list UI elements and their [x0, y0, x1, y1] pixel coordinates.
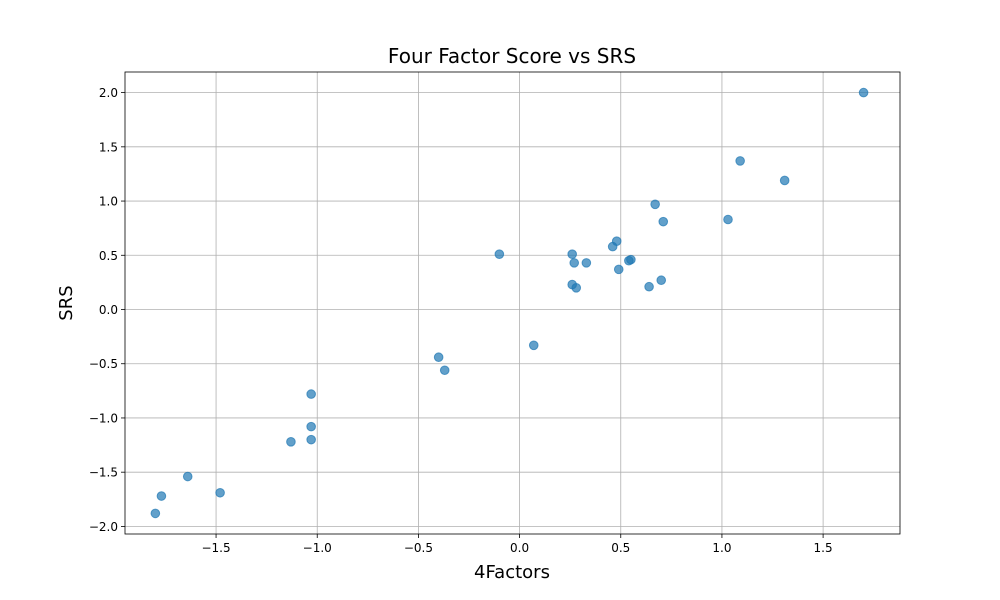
data-point — [150, 508, 161, 519]
data-point — [644, 281, 654, 292]
data-point — [433, 352, 444, 363]
data-point — [567, 249, 577, 259]
y-tick-label: −2.0 — [89, 520, 118, 534]
data-point — [439, 365, 450, 376]
data-point — [306, 434, 316, 445]
y-tick-label: 1.0 — [99, 195, 118, 209]
y-tick-label: 0.5 — [99, 249, 118, 263]
data-point — [286, 437, 296, 447]
plot-frame — [124, 71, 901, 535]
data-point — [494, 249, 505, 259]
data-point — [658, 216, 669, 227]
data-point — [613, 264, 624, 275]
data-point — [656, 275, 667, 286]
data-point — [779, 175, 790, 186]
x-tick-label: 0.0 — [510, 541, 529, 555]
chart-title: Four Factor Score vs SRS — [388, 44, 636, 68]
y-tick-label: 0.0 — [99, 303, 118, 317]
y-tick-label: 2.0 — [99, 86, 118, 100]
data-point — [306, 421, 316, 432]
data-point — [215, 487, 225, 498]
x-tick-label: −0.5 — [404, 541, 433, 555]
data-point — [306, 389, 316, 399]
x-tick-label: 1.5 — [814, 541, 833, 555]
data-point — [571, 283, 582, 293]
grid — [125, 72, 900, 534]
y-tick-label: −1.0 — [89, 411, 118, 425]
data-point — [624, 255, 634, 266]
data-point — [528, 340, 539, 351]
data-point — [569, 258, 580, 268]
y-tick-label: −1.5 — [89, 466, 118, 480]
data-point — [581, 258, 592, 268]
x-tick-label: 0.5 — [611, 541, 630, 555]
data-point — [858, 87, 869, 98]
data-point — [607, 241, 618, 252]
data-point — [650, 199, 660, 210]
data-point — [735, 156, 745, 166]
x-tick-label: 1.0 — [712, 541, 731, 555]
x-tick-label: −1.0 — [303, 541, 332, 555]
y-axis-ticks: −2.0 −1.5 −1.0 −0.5 0.0 0.5 1.0 1.5 2.0 — [89, 86, 125, 534]
data-point — [156, 491, 167, 501]
x-axis-title: 4Factors — [474, 562, 550, 583]
y-tick-label: 1.5 — [99, 140, 118, 154]
data-points — [150, 87, 869, 519]
y-axis-title: SRS — [56, 285, 77, 320]
x-axis-ticks: −1.5 −1.0 −0.5 0.0 0.5 1.0 1.5 — [201, 534, 833, 555]
data-point — [182, 471, 193, 482]
data-point — [723, 214, 733, 225]
y-tick-label: −0.5 — [89, 357, 118, 371]
x-tick-label: −1.5 — [201, 541, 230, 555]
